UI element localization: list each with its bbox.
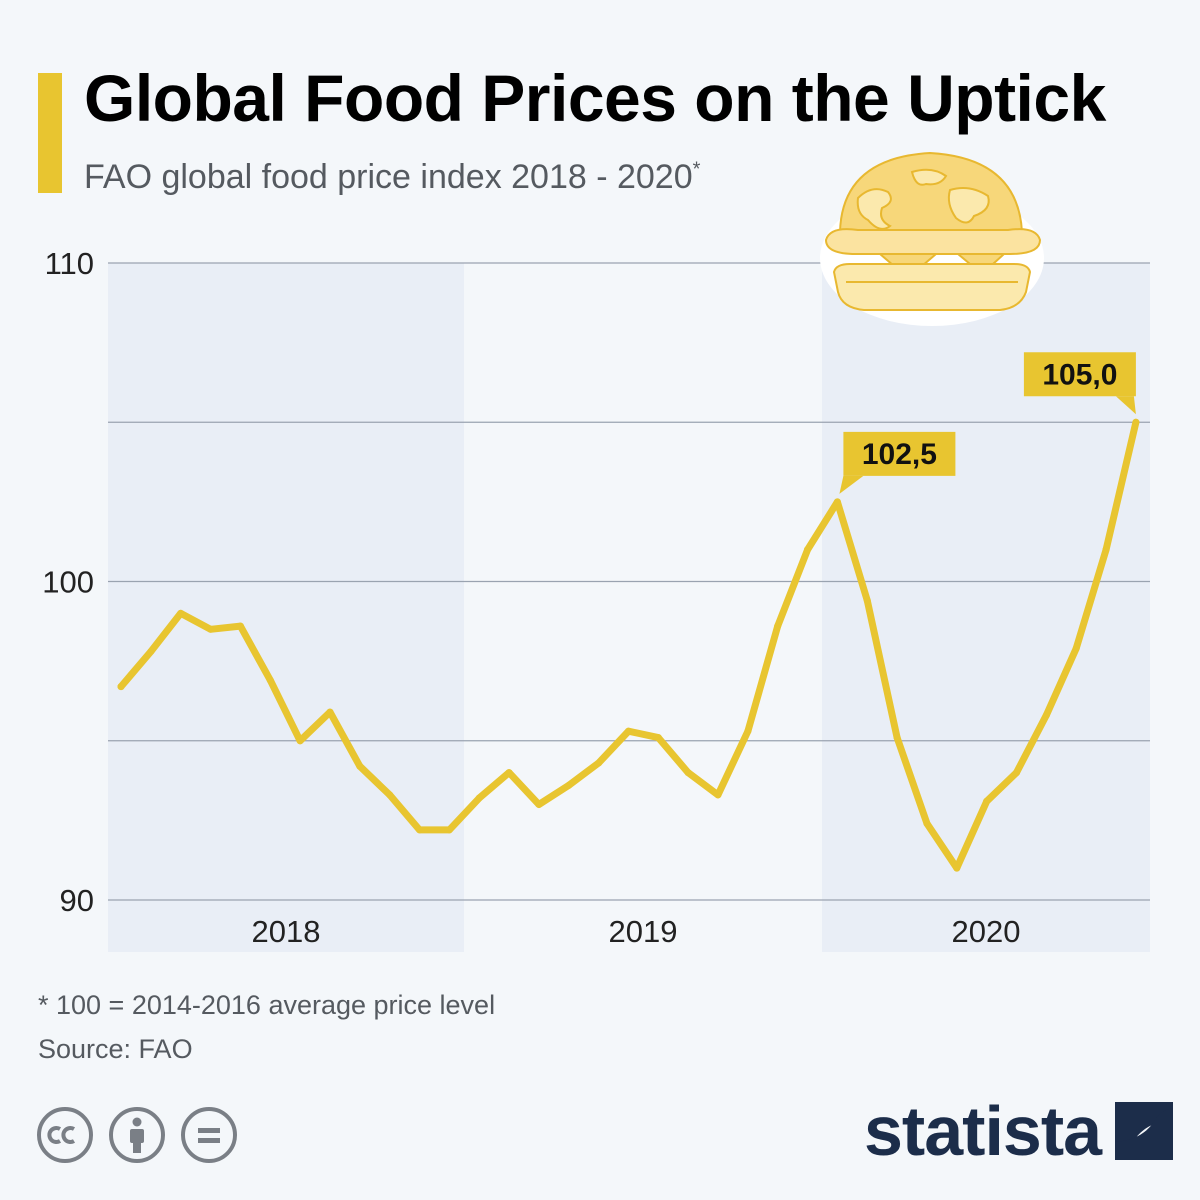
data-point [386,791,394,799]
x-year-label: 2018 [252,914,321,949]
data-point [863,597,871,605]
callout-pointer [1115,396,1136,415]
data-point [953,864,961,872]
subtitle-text: FAO global food price index 2018 - 2020 [84,158,693,196]
data-point [654,734,662,742]
by-attribution-icon[interactable] [108,1106,166,1164]
brand-wordmark: statista [864,1092,1102,1170]
data-point [804,546,812,554]
data-point [296,737,304,745]
data-point [833,498,841,506]
statista-logo-icon [1115,1102,1174,1160]
data-point [1072,644,1080,652]
statista-brand[interactable]: statista [864,1092,1174,1170]
data-point [147,648,155,656]
data-point [505,769,513,777]
data-label: 105,0 [1042,358,1117,391]
footnote: * 100 = 2014-2016 average price level [38,990,496,1020]
annotations: 102,5 105,0 [839,352,1136,494]
data-point [595,759,603,767]
data-point [684,769,692,777]
data-point [565,781,573,789]
data-point [983,797,991,805]
cc-icon[interactable] [36,1106,94,1164]
globe-burger-icon [820,151,1044,326]
x-axis: 2018 2019 2020 [252,914,1021,949]
data-point [744,727,752,735]
data-point [1013,769,1020,777]
source-note: Source: FAO [38,1034,193,1064]
license-icons [36,1106,238,1164]
data-point [893,734,901,742]
year-bands [108,263,1150,952]
data-point [207,625,215,633]
chart-subtitle: FAO global food price index 2018 - 2020* [84,158,700,197]
chart-title: Global Food Prices on the Uptick [84,61,1106,135]
data-point [177,609,185,617]
data-point [117,683,125,691]
subtitle-footnote-marker: * [692,158,701,181]
x-year-label: 2019 [609,914,678,949]
title-accent-bar [38,73,62,193]
data-point [714,791,722,799]
data-point [923,820,931,828]
data-point [326,708,334,716]
x-year-label: 2020 [952,914,1021,949]
data-point [236,622,244,630]
callout-box [843,431,956,476]
callout-box [1023,352,1136,397]
nd-equals-icon[interactable] [180,1106,238,1164]
data-point [475,794,483,802]
callout-pointer [839,475,864,494]
data-point [1132,418,1140,426]
data-point [1102,546,1110,554]
y-axis: 90 100 110 [42,246,94,918]
data-point [624,727,632,735]
data-point [774,622,782,630]
data-point [266,676,274,684]
data-point [356,762,364,770]
data-point [535,800,543,808]
data-label: 102,5 [862,438,937,471]
series-fao-index [117,418,1140,872]
data-point [1042,711,1050,719]
y-tick-label: 110 [45,246,94,281]
year-band-2018 [108,263,464,952]
y-tick-label: 100 [42,565,94,600]
data-point [416,826,423,834]
data-point [445,826,453,834]
y-tick-label: 90 [60,883,94,918]
